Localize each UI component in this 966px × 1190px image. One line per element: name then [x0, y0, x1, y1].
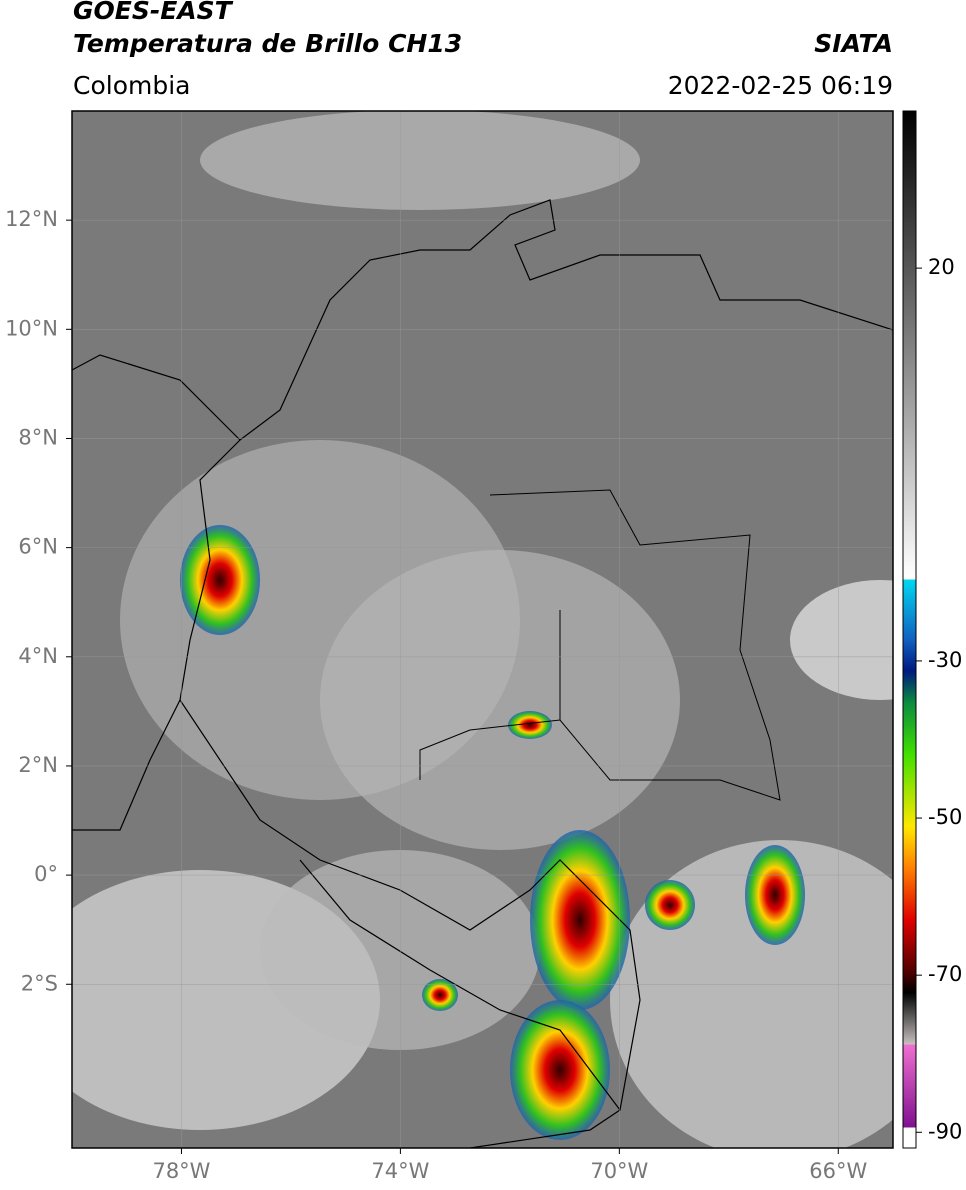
colorbar-tick-label: -50	[928, 805, 962, 829]
map-frame	[71, 110, 894, 1149]
colorbar-tick-label: -70	[928, 962, 962, 986]
lat-tick-label: 0°	[34, 862, 58, 886]
colorbar-tick-label: -30	[928, 648, 962, 672]
lon-tick-label: 78°W	[152, 1159, 210, 1183]
agency: SIATA	[814, 29, 893, 58]
lat-tick-label: 12°N	[5, 207, 58, 231]
satellite: GOES-EAST	[73, 0, 234, 25]
lat-tick-label: 8°N	[18, 425, 58, 449]
lat-tick-label: 4°N	[18, 644, 58, 668]
satellite-image	[72, 111, 893, 1148]
lon-tick-label: 70°W	[590, 1159, 648, 1183]
graticule	[72, 111, 893, 1148]
lat-tick-label: 6°N	[18, 535, 58, 559]
lon-tick-label: 74°W	[371, 1159, 429, 1183]
lat-tick-label: 10°N	[5, 316, 58, 340]
product: Temperatura de Brillo CH13	[73, 29, 462, 58]
region: Colombia	[73, 71, 190, 100]
colorbar-tick-label: 20	[928, 255, 955, 279]
lat-tick-label: 2°N	[18, 753, 58, 777]
colorbar	[902, 110, 917, 1149]
colorbar-tick-label: -90	[928, 1119, 962, 1143]
lat-tick-label: 2°S	[21, 971, 58, 995]
lon-tick-label: 66°W	[809, 1159, 867, 1183]
datetime: 2022-02-25 06:19	[668, 71, 893, 100]
